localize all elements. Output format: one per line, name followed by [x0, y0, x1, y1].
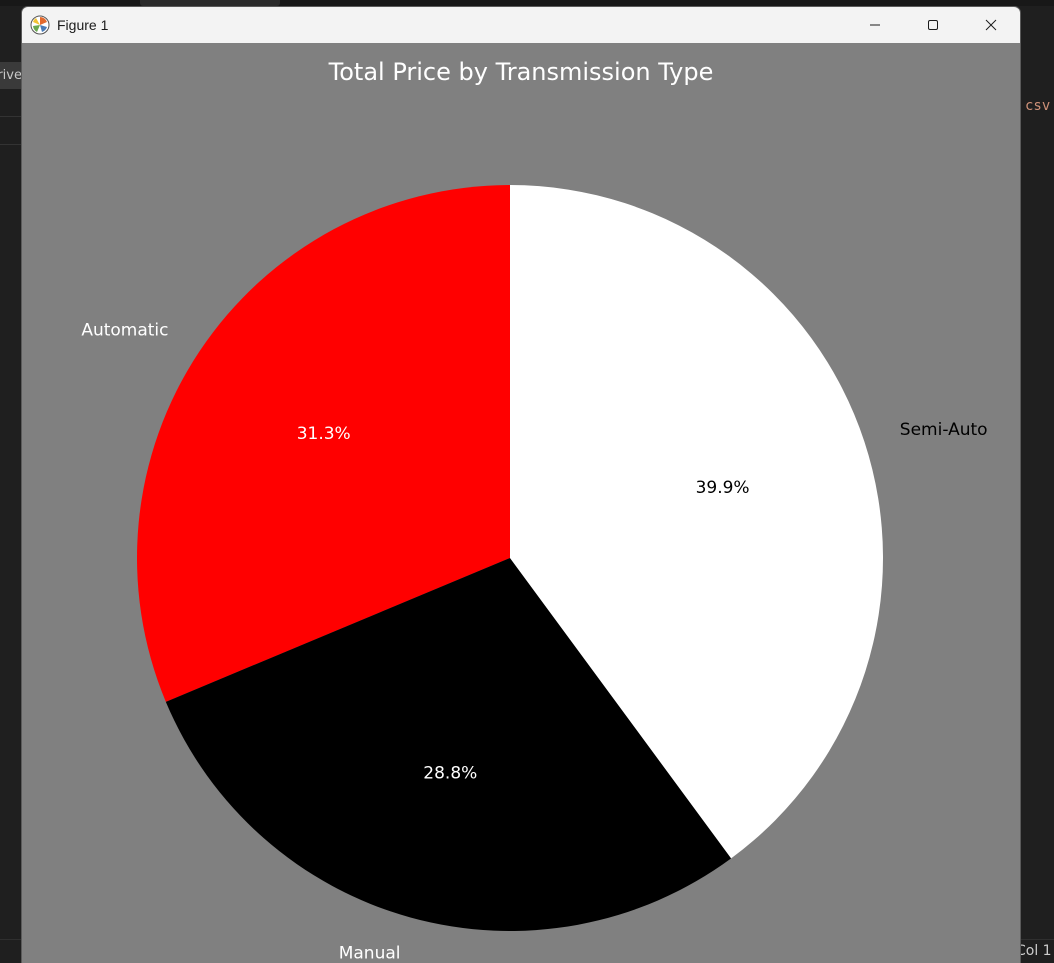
editor-tab-strip: [0, 0, 1054, 6]
background-divider: [0, 144, 22, 145]
pie-slices: [136, 185, 884, 932]
window-title: Figure 1: [57, 17, 109, 33]
chart-title: Total Price by Transmission Type: [328, 58, 714, 86]
pie-slice-semi-auto: [510, 185, 884, 859]
close-icon: [985, 19, 997, 31]
close-button[interactable]: [962, 7, 1020, 43]
pie-chart: Automatic 31.3% Manual 28.8% Semi-Auto 39.9%: [81, 185, 988, 963]
pie-labels: Automatic 31.3% Manual 28.8% Semi-Auto 39.9%: [81, 321, 987, 963]
matplotlib-icon: [30, 15, 50, 35]
slice-percent-manual: 28.8%: [423, 764, 477, 784]
background-divider: [0, 116, 22, 117]
slice-label-automatic: Automatic: [81, 321, 168, 341]
slice-percent-semi-auto: 39.9%: [696, 478, 750, 498]
status-bar-cursor-position[interactable]: Col 1: [1016, 943, 1052, 959]
maximize-icon: [928, 20, 938, 30]
minimize-icon: [870, 24, 880, 26]
window-controls: [846, 7, 1020, 43]
background-code-fragment: csv: [1025, 98, 1051, 114]
slice-label-manual: Manual: [339, 943, 401, 963]
slice-label-semi-auto: Semi-Auto: [900, 420, 988, 440]
background-sidebar-fragment: Drive: [0, 62, 22, 89]
pie-slice-manual: [165, 558, 732, 932]
figure-canvas[interactable]: Total Price by Transmission Type Automat…: [22, 43, 1020, 963]
window-titlebar[interactable]: Figure 1: [22, 7, 1020, 43]
pie-slice-automatic: [136, 185, 510, 702]
editor-tab[interactable]: [140, 0, 280, 6]
maximize-button[interactable]: [904, 7, 962, 43]
minimize-button[interactable]: [846, 7, 904, 43]
slice-percent-automatic: 31.3%: [297, 424, 351, 444]
figure-window: Figure 1 Total Price by Transmission Ty: [21, 6, 1021, 963]
